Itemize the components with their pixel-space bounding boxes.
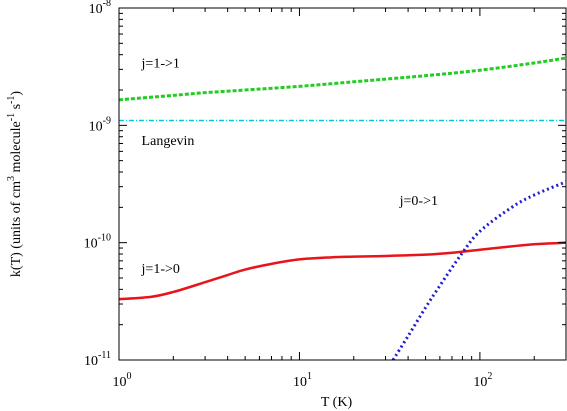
annotation-layer: j=1->1 Langevin j=0->1 j=1->0	[141, 57, 438, 277]
ticks-layer	[118, 7, 567, 361]
series-line-j-1-1	[119, 56, 567, 102]
y-axis-title: k(T) (units of cm3 molecule-1 s-1)	[6, 91, 24, 277]
labels-layer: 100 101 102 10-11 10-10 10-9 10-8 T (K) k(T) (un…	[6, 0, 492, 410]
annotation-j-1-1: j=1->1	[141, 57, 180, 72]
y-tick-label: 10-11	[84, 350, 111, 369]
annotation-j-0-1: j=0->1	[399, 194, 438, 209]
x-tick-label: 101	[293, 371, 312, 390]
plot-frame	[118, 7, 567, 361]
x-tick-label: 102	[473, 371, 492, 390]
y-tick-label: 10-9	[89, 115, 111, 134]
series-layer	[119, 56, 567, 360]
y-tick-label: 10-8	[89, 0, 111, 17]
annotation-langevin: Langevin	[142, 134, 195, 149]
y-tick-label: 10-10	[84, 233, 111, 252]
annotation-j-1-0: j=1->0	[141, 262, 180, 277]
series-line-j-1-0	[119, 241, 567, 301]
x-tick-label: 100	[113, 371, 132, 390]
x-axis-title: T (K)	[321, 395, 353, 410]
